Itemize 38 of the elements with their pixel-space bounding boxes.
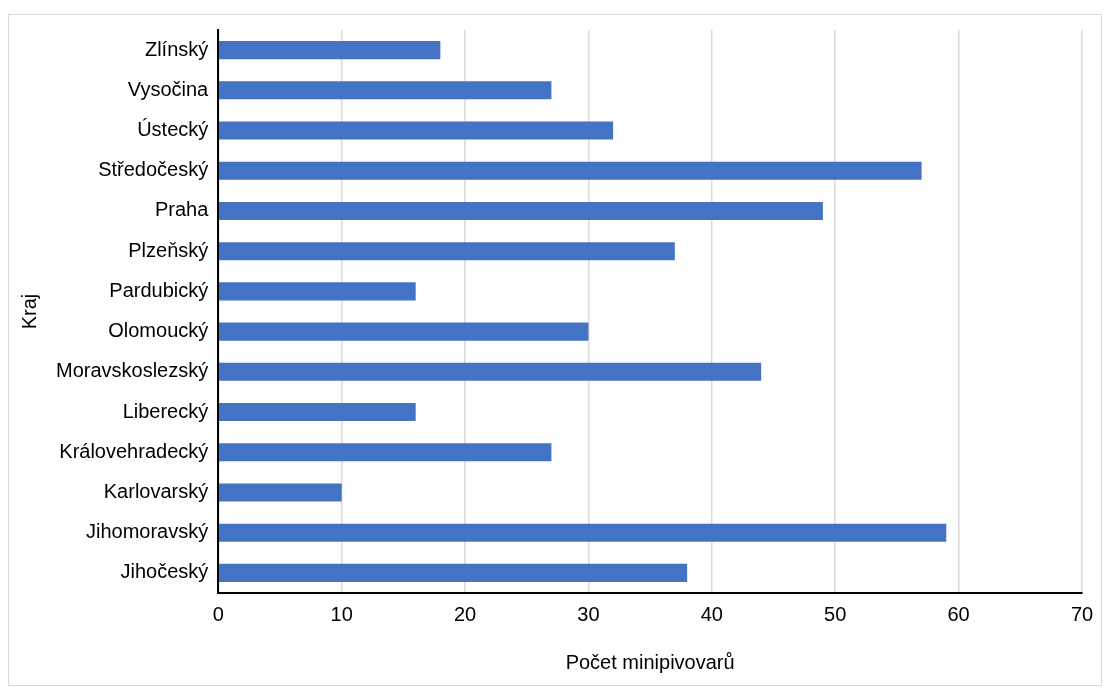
bar [219, 242, 675, 261]
bar [219, 402, 416, 422]
x-tick-label: 0 [212, 602, 224, 625]
y-tick-label: Zlínský [144, 37, 209, 60]
y-tick-label: Karlovarský [103, 479, 209, 502]
x-axis-title: Počet minipivovarů [565, 650, 735, 673]
bar [219, 523, 947, 542]
y-tick-label: Středočeský [98, 158, 209, 181]
y-tick-label: Plzeňský [128, 238, 209, 261]
x-tick-label: 70 [1070, 602, 1094, 625]
y-tick-label: Liberecký [122, 399, 209, 422]
y-tick-label: Pardubický [109, 278, 209, 301]
y-tick-label: Jihočeský [120, 560, 209, 583]
bar [219, 201, 823, 221]
y-tick-label: Jihomoravský [85, 520, 209, 543]
y-axis-title: Kraj [17, 293, 40, 330]
bar [219, 121, 614, 140]
bar [219, 443, 552, 462]
bar [219, 362, 762, 381]
x-tick-label: 20 [453, 602, 477, 625]
x-tick-label: 10 [330, 602, 353, 625]
x-tick-label: 50 [824, 602, 847, 625]
bar [219, 322, 589, 341]
y-tick-label: Moravskoslezský [55, 359, 209, 382]
bar [219, 282, 416, 301]
x-tick-label: 30 [577, 602, 600, 625]
x-tick-label: 40 [700, 602, 723, 625]
bar [219, 161, 922, 180]
bar [219, 563, 688, 582]
bar [219, 41, 441, 60]
y-tick-label: Praha [154, 198, 210, 221]
bar [219, 483, 342, 502]
y-tick-label: Vysočina [127, 77, 210, 100]
y-tick-label: Královehradecký [59, 439, 209, 462]
y-tick-label: Olomoucký [108, 319, 209, 342]
bar [219, 81, 552, 100]
x-tick-label: 60 [947, 602, 970, 625]
y-tick-label: Ústecký [137, 118, 209, 141]
